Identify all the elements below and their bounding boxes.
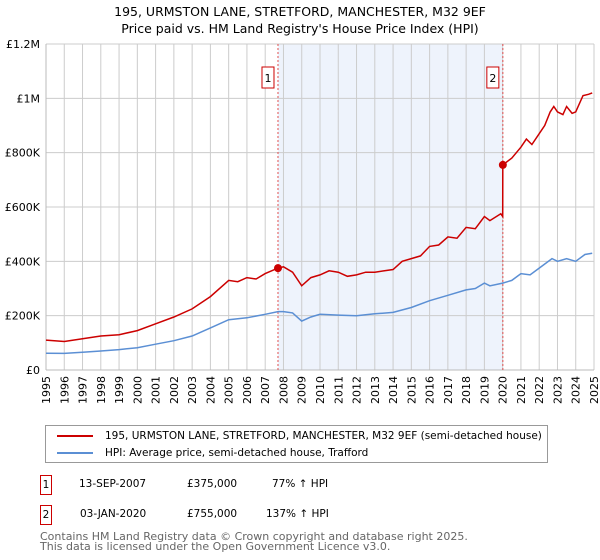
chart-subtitle: Price paid vs. HM Land Registry's House … [121,21,479,36]
chart-title: 195, URMSTON LANE, STRETFORD, MANCHESTER… [114,4,486,19]
x-tick-label: 2004 [204,376,217,404]
sale-price: £755,000 [187,508,238,520]
sale-date: 03-JAN-2020 [80,508,147,520]
x-tick-label: 2001 [150,376,163,404]
x-tick-label: 1998 [95,376,108,404]
x-tick-label: 2008 [277,376,290,404]
x-tick-label: 2000 [131,376,144,404]
x-tick-label: 2025 [588,376,600,404]
sale-marker-badge [486,66,500,89]
x-tick-label: 2020 [497,376,510,404]
legend-label: HPI: Average price, semi-detached house,… [105,447,369,459]
x-tick-label: 2002 [168,376,181,404]
x-tick-label: 2005 [223,376,236,404]
sale-marker-badge [261,66,275,89]
footer-licence: This data is licensed under the Open Gov… [40,540,391,553]
x-tick-label: 2019 [478,376,491,404]
y-tick-label: £200K [5,310,41,323]
property-price-line [45,92,593,343]
legend-item-hpi: HPI: Average price, semi-detached house,… [46,445,368,461]
sale-hpi: 77% ↑ HPI [272,478,329,490]
x-tick-label: 2006 [241,376,254,404]
hpi-line [45,252,593,355]
x-tick-label: 2014 [387,376,400,404]
sale-date: 13-SEP-2007 [79,478,147,490]
sale-badge: 1 [40,475,52,495]
sale-point [273,264,282,273]
y-tick-label: £800K [5,147,41,160]
x-tick-label: 2013 [369,376,382,404]
y-tick-label: £1M [17,92,41,105]
legend-swatch-blue [57,452,93,454]
x-tick-label: 1996 [58,376,71,404]
x-tick-label: 2018 [460,376,473,404]
legend: 195, URMSTON LANE, STRETFORD, MANCHESTER… [45,425,548,463]
footer-copyright: Contains HM Land Registry data © Crown c… [40,530,468,543]
x-tick-label: 1995 [40,376,53,404]
x-tick-label: 2022 [533,376,546,404]
x-tick-label: 2010 [314,376,327,404]
x-tick-label: 2016 [424,376,437,404]
sale-marker-label: 1 [264,72,271,85]
y-tick-label: £600K [5,201,41,214]
x-tick-label: 2007 [259,376,272,404]
y-tick-label: £1.2M [6,38,40,51]
price-chart: 1995 1996 1997 1998 1999 2000 2001 2002 2003 2004… [5,38,600,404]
sale-marker-label: 2 [489,72,496,85]
x-tick-label: 2011 [332,376,345,404]
sale-badge: 2 [40,505,52,525]
y-tick-label: £400K [5,255,41,268]
legend-label: 195, URMSTON LANE, STRETFORD, MANCHESTER… [105,430,542,442]
x-tick-label: 2015 [405,376,418,404]
x-tick-label: 1997 [77,376,90,404]
x-tick-label: 2023 [551,376,564,404]
sale-point [498,160,507,169]
x-tick-label: 2017 [442,376,455,404]
x-tick-label: 2021 [515,376,528,404]
sale-price: £375,000 [187,478,238,490]
sale-hpi: 137% ↑ HPI [266,508,329,520]
legend-item-property: 195, URMSTON LANE, STRETFORD, MANCHESTER… [46,428,542,444]
x-tick-label: 2024 [570,376,583,404]
legend-swatch-red [57,435,93,437]
x-tick-label: 2009 [296,376,309,404]
x-tick-label: 1999 [113,376,126,404]
x-tick-label: 2012 [351,376,364,404]
x-tick-label: 2003 [186,376,199,404]
y-tick-label: £0 [26,364,40,377]
